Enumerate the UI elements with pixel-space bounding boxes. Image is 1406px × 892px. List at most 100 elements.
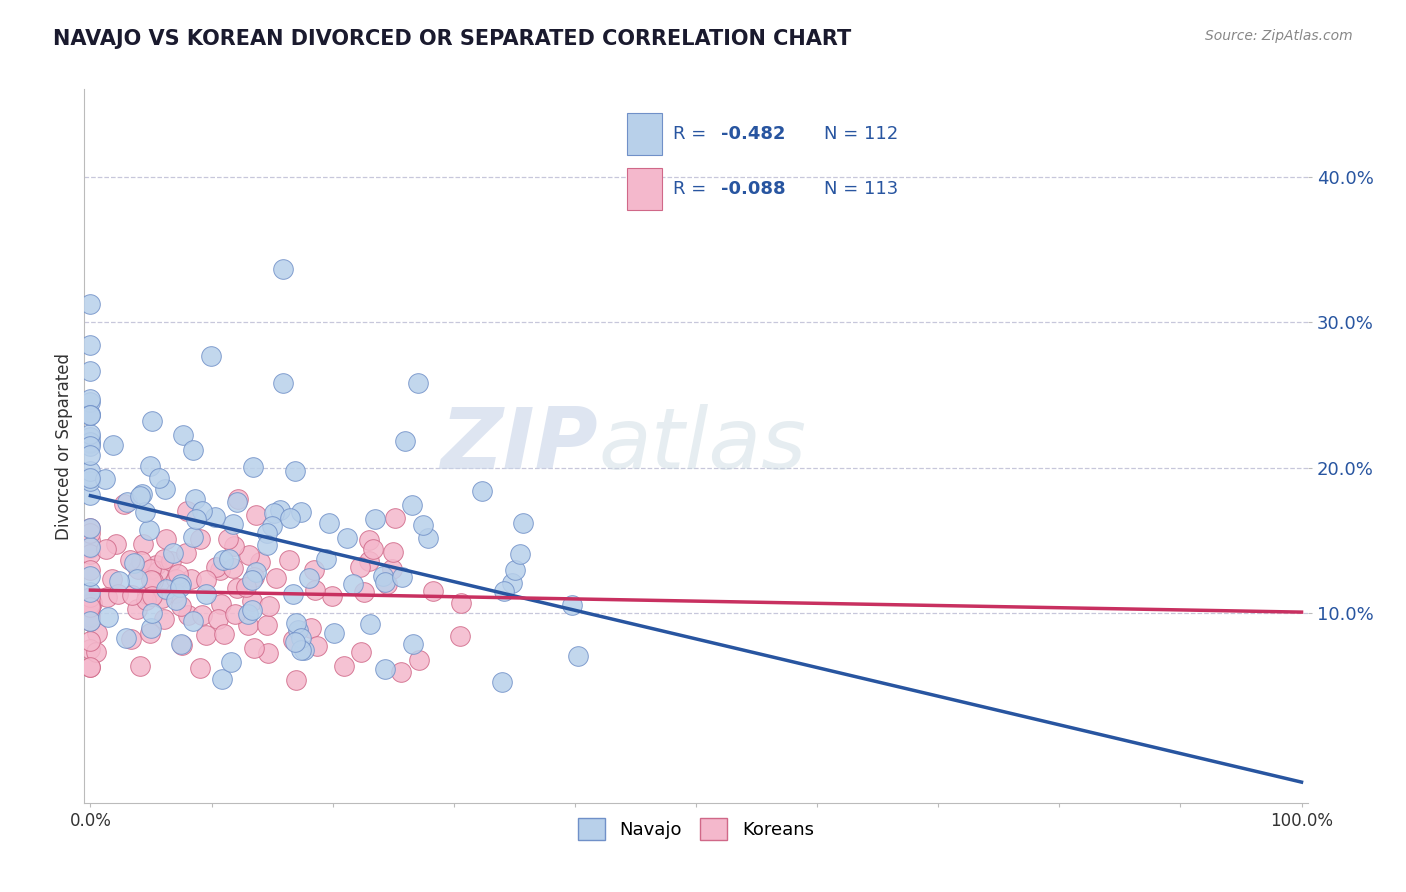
Point — [79, 474, 101, 488]
Point — [107, 574, 129, 588]
Point — [79, 610, 101, 624]
Point — [342, 577, 364, 591]
Point — [218, 551, 240, 566]
Point — [449, 629, 471, 643]
Point — [181, 530, 204, 544]
Point — [384, 511, 406, 525]
Point — [79, 540, 101, 554]
Point — [148, 471, 170, 485]
Y-axis label: Divorced or Separated: Divorced or Separated — [55, 352, 73, 540]
Point — [315, 552, 337, 566]
Point — [180, 573, 202, 587]
Point — [131, 537, 153, 551]
Point — [80, 596, 103, 610]
Point — [79, 547, 101, 561]
Point — [174, 546, 197, 560]
Point — [79, 338, 101, 352]
Point — [200, 349, 222, 363]
Point — [382, 545, 405, 559]
Point — [238, 548, 260, 562]
Point — [567, 649, 589, 664]
Point — [561, 599, 583, 613]
Point — [408, 653, 430, 667]
Point — [79, 434, 101, 449]
Point — [167, 566, 190, 581]
Point — [260, 519, 283, 533]
Point — [79, 488, 101, 502]
Point — [79, 584, 101, 599]
Point — [121, 588, 143, 602]
Point — [79, 591, 101, 605]
Point — [491, 674, 513, 689]
Point — [211, 553, 233, 567]
Point — [115, 495, 138, 509]
Point — [160, 554, 183, 568]
Point — [402, 637, 425, 651]
Point — [242, 640, 264, 655]
Text: NAVAJO VS KOREAN DIVORCED OR SEPARATED CORRELATION CHART: NAVAJO VS KOREAN DIVORCED OR SEPARATED C… — [53, 29, 852, 48]
Point — [139, 458, 162, 473]
Point — [333, 658, 356, 673]
Point — [146, 564, 169, 578]
Point — [172, 428, 194, 442]
Point — [359, 554, 381, 568]
Point — [86, 626, 108, 640]
Point — [195, 587, 218, 601]
Point — [501, 576, 523, 591]
Point — [450, 597, 472, 611]
Point — [278, 553, 301, 567]
Point — [359, 617, 381, 632]
Point — [204, 510, 226, 524]
Point — [336, 531, 359, 545]
Point — [249, 555, 271, 569]
Point — [79, 642, 101, 657]
Point — [375, 577, 398, 591]
Point — [211, 672, 233, 686]
Point — [184, 492, 207, 507]
Point — [353, 585, 375, 599]
Point — [79, 409, 101, 423]
Point — [219, 655, 242, 669]
Point — [138, 523, 160, 537]
Point — [266, 571, 288, 585]
Point — [97, 610, 120, 624]
Point — [284, 673, 307, 687]
Point — [236, 607, 259, 622]
Point — [79, 429, 101, 443]
Point — [209, 597, 232, 611]
Point — [298, 570, 321, 584]
Point — [94, 472, 117, 486]
Point — [269, 503, 291, 517]
Point — [145, 558, 167, 572]
Point — [127, 562, 149, 576]
Point — [150, 591, 173, 605]
Point — [349, 560, 371, 574]
Point — [79, 392, 101, 407]
Point — [125, 573, 148, 587]
Point — [287, 623, 309, 637]
Point — [364, 512, 387, 526]
Point — [169, 580, 191, 594]
Point — [152, 551, 174, 566]
Point — [125, 601, 148, 615]
Point — [139, 621, 162, 635]
Point — [373, 568, 395, 582]
Point — [190, 661, 212, 675]
Point — [170, 636, 193, 650]
Point — [304, 563, 326, 577]
Point — [191, 607, 214, 622]
Point — [195, 628, 218, 642]
Point — [120, 632, 142, 647]
Point — [307, 639, 329, 653]
Point — [139, 573, 162, 587]
Point — [84, 645, 107, 659]
Text: ZIP: ZIP — [440, 404, 598, 488]
Point — [79, 395, 101, 409]
Point — [240, 594, 263, 608]
Point — [79, 471, 101, 485]
Point — [79, 660, 101, 674]
Point — [401, 498, 423, 512]
Point — [235, 581, 257, 595]
Point — [191, 504, 214, 518]
Point — [139, 562, 162, 576]
